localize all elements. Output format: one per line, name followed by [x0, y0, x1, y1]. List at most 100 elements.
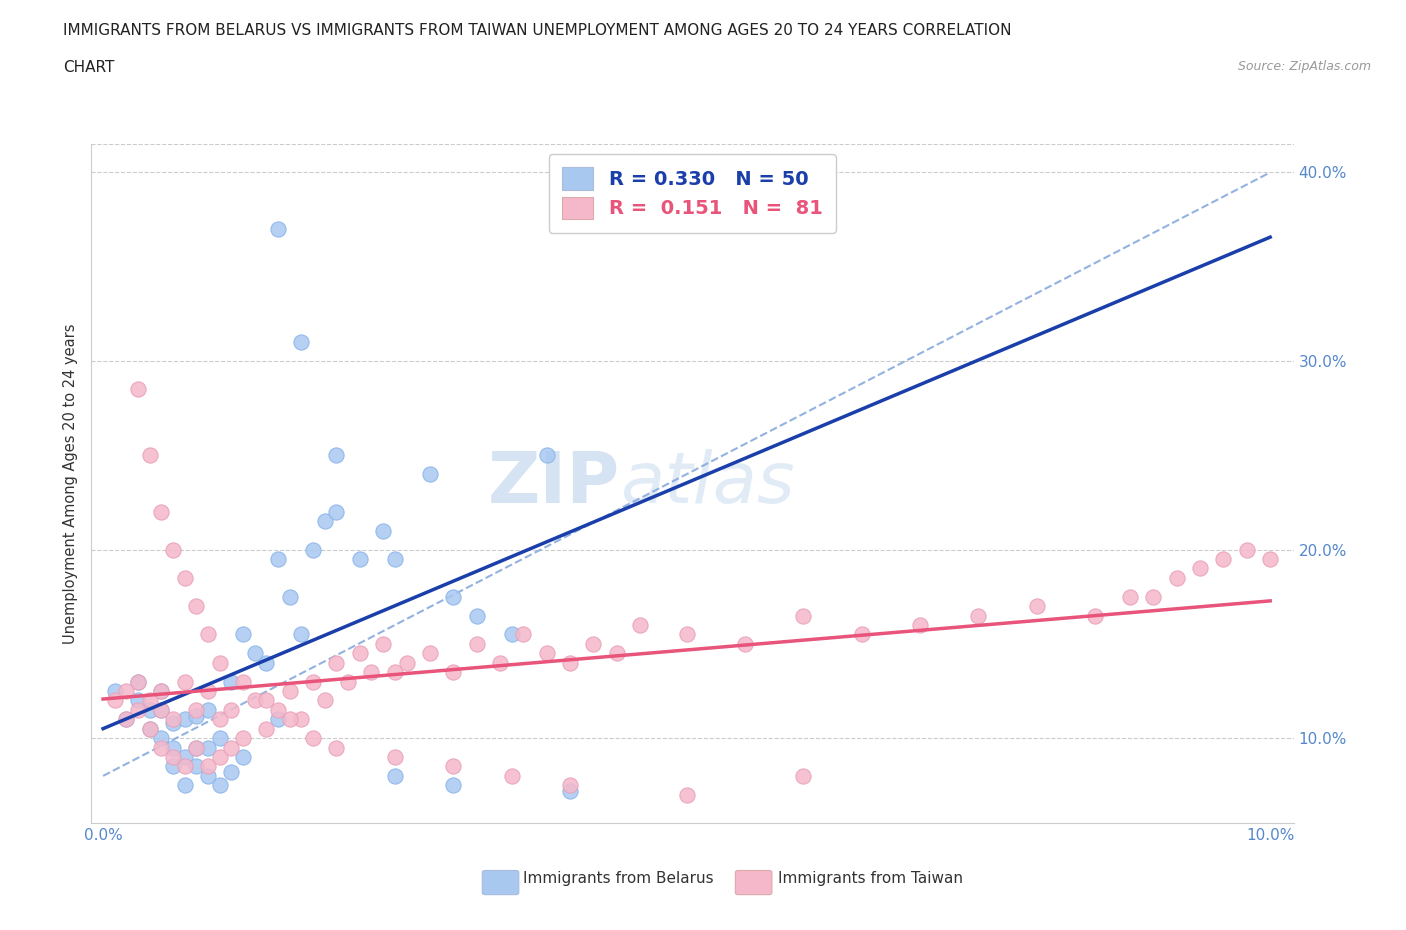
Point — [186, 702, 208, 717]
Point — [232, 750, 254, 764]
Point — [325, 656, 347, 671]
Point — [150, 740, 173, 755]
Point — [197, 768, 219, 783]
Point — [441, 590, 464, 604]
Point — [792, 768, 814, 783]
Point — [489, 656, 512, 671]
Point — [162, 716, 184, 731]
Point — [582, 636, 605, 651]
Point — [278, 684, 301, 698]
Point — [115, 711, 138, 726]
Point — [104, 684, 127, 698]
Point — [267, 221, 290, 236]
Point — [441, 777, 464, 792]
Point — [186, 759, 208, 774]
Point — [302, 674, 325, 689]
Point — [127, 693, 149, 708]
Point — [267, 702, 290, 717]
Point — [150, 684, 173, 698]
Point — [384, 768, 406, 783]
Point — [1119, 590, 1142, 604]
Point — [384, 551, 406, 566]
Point — [384, 665, 406, 680]
Point — [150, 684, 173, 698]
Point — [173, 570, 195, 585]
Point — [441, 759, 464, 774]
Point — [1258, 551, 1281, 566]
Point — [162, 750, 184, 764]
Point — [186, 599, 208, 614]
Point — [851, 627, 873, 642]
Point — [150, 702, 173, 717]
Text: ZIP: ZIP — [488, 449, 620, 518]
Point — [162, 711, 184, 726]
Point — [302, 542, 325, 557]
Point — [1084, 608, 1107, 623]
Point — [373, 524, 395, 538]
Point — [221, 764, 243, 779]
Point — [173, 759, 195, 774]
Point — [419, 467, 441, 482]
Point — [1025, 599, 1047, 614]
Point — [536, 646, 558, 661]
Point — [314, 514, 336, 529]
Point — [558, 656, 581, 671]
Point — [186, 708, 208, 723]
Point — [221, 702, 243, 717]
Point — [208, 731, 231, 746]
Point — [139, 448, 162, 463]
Point — [197, 684, 219, 698]
Text: atlas: atlas — [620, 449, 794, 518]
Text: IMMIGRANTS FROM BELARUS VS IMMIGRANTS FROM TAIWAN UNEMPLOYMENT AMONG AGES 20 TO : IMMIGRANTS FROM BELARUS VS IMMIGRANTS FR… — [63, 23, 1012, 38]
Point — [139, 702, 162, 717]
Text: Immigrants from Belarus: Immigrants from Belarus — [523, 871, 714, 886]
Point — [221, 740, 243, 755]
Point — [419, 646, 441, 661]
Point — [536, 448, 558, 463]
Point — [197, 759, 219, 774]
Point — [267, 551, 290, 566]
Point — [150, 702, 173, 717]
Point — [278, 711, 301, 726]
Point — [186, 740, 208, 755]
Point — [232, 731, 254, 746]
Point — [139, 722, 162, 737]
Point — [186, 740, 208, 755]
Point — [734, 636, 756, 651]
Point — [150, 504, 173, 519]
Legend: R = 0.330   N = 50, R =  0.151   N =  81: R = 0.330 N = 50, R = 0.151 N = 81 — [548, 153, 837, 232]
Point — [465, 636, 488, 651]
Point — [501, 768, 523, 783]
Point — [290, 711, 312, 726]
Point — [373, 636, 395, 651]
Point — [127, 674, 149, 689]
Point — [908, 618, 931, 632]
Point — [197, 740, 219, 755]
Point — [360, 665, 382, 680]
Point — [302, 731, 325, 746]
Point — [150, 731, 173, 746]
Text: Source: ZipAtlas.com: Source: ZipAtlas.com — [1237, 60, 1371, 73]
Point — [173, 674, 195, 689]
Point — [256, 722, 278, 737]
Point — [628, 618, 651, 632]
Point — [208, 656, 231, 671]
Point — [221, 674, 243, 689]
Point — [395, 656, 418, 671]
Point — [139, 722, 162, 737]
Point — [267, 711, 290, 726]
Point — [558, 784, 581, 799]
Point — [512, 627, 534, 642]
Point — [501, 627, 523, 642]
Point — [139, 693, 162, 708]
Point — [173, 750, 195, 764]
Point — [127, 382, 149, 397]
Point — [115, 684, 138, 698]
Point — [325, 504, 347, 519]
Point — [232, 627, 254, 642]
Point — [337, 674, 360, 689]
Point — [197, 627, 219, 642]
Point — [1212, 551, 1234, 566]
Point — [675, 788, 697, 803]
Point — [384, 750, 406, 764]
